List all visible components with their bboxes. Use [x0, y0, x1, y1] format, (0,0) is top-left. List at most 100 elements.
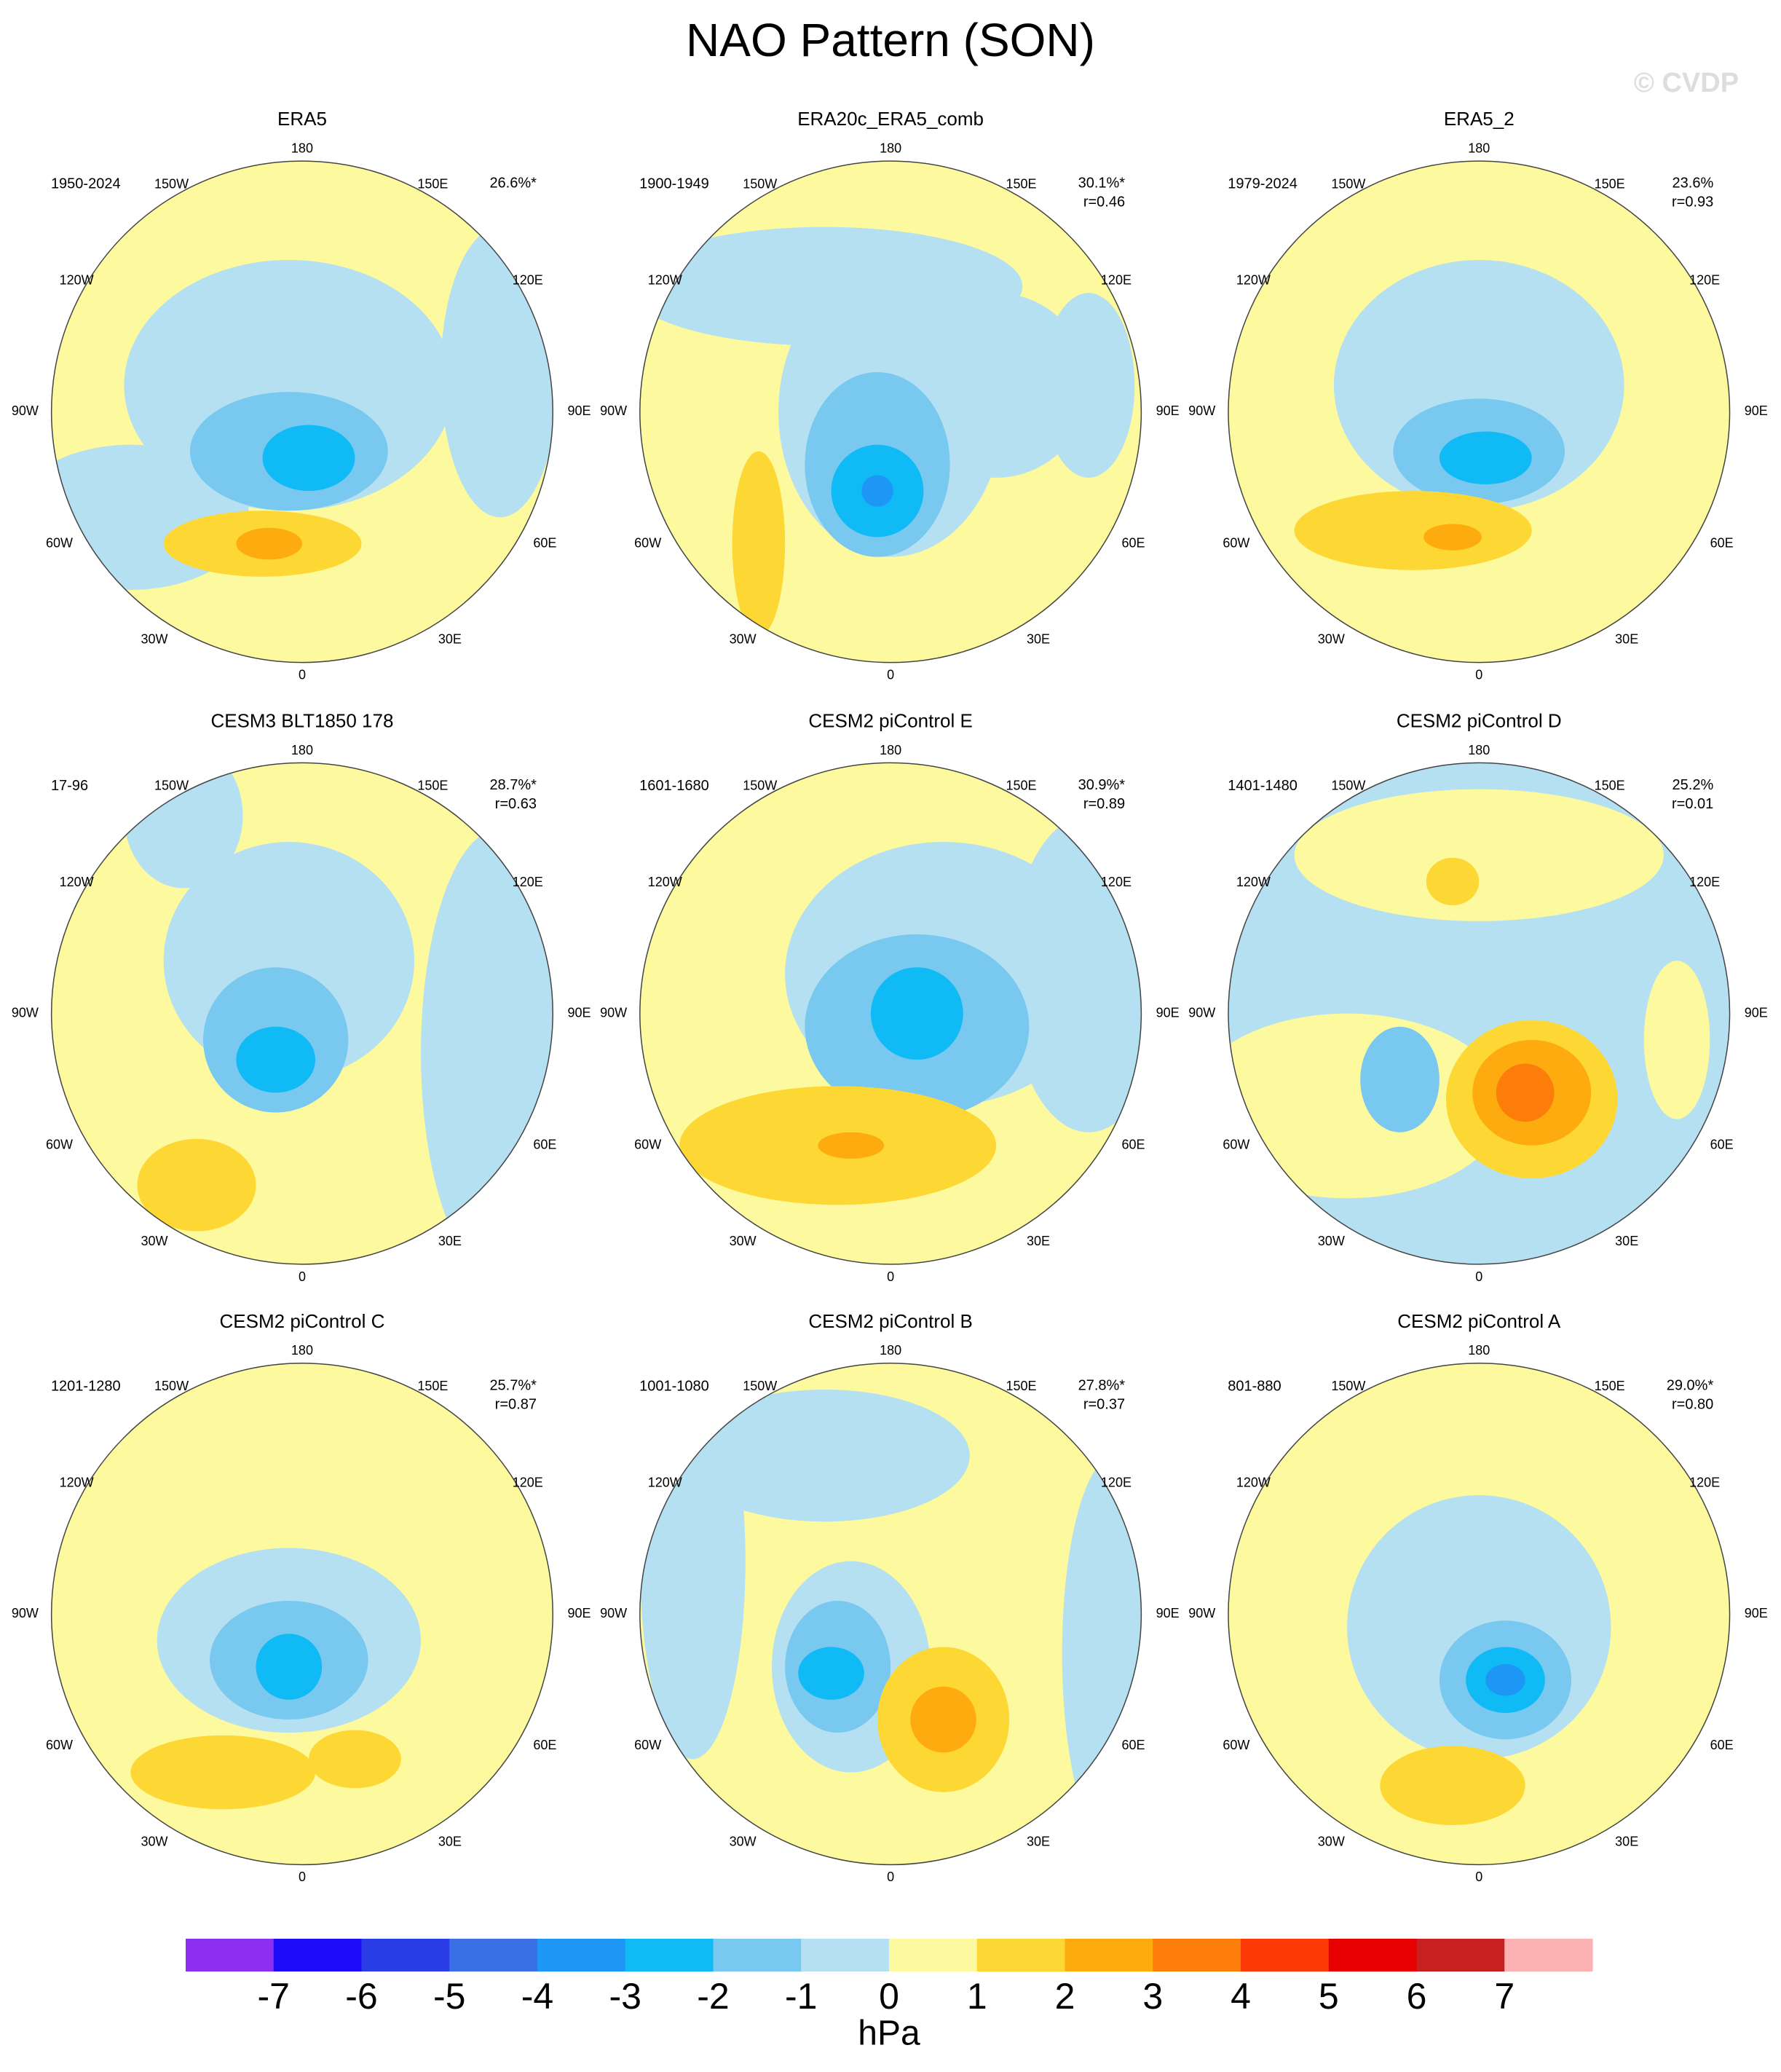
colorbar-tick-label: -7 [258, 1976, 290, 2017]
field-contour [679, 1390, 970, 1522]
field-contour [1062, 1455, 1142, 1852]
lon-label: 150E [1595, 176, 1625, 191]
panel-correlation: r=0.87 [495, 1396, 537, 1412]
colorbar-tick-label: 0 [879, 1976, 899, 2017]
field-contour [309, 1730, 401, 1789]
lon-label: 30W [730, 632, 757, 647]
colorbar-tick-label: 1 [967, 1976, 987, 2017]
panel-pct-var: 30.1%* [1078, 176, 1126, 192]
colorbar-box [186, 1939, 275, 1971]
field-contour [1496, 1063, 1555, 1122]
lon-label: 90E [1156, 1005, 1180, 1020]
panel-correlation: r=0.01 [1672, 796, 1713, 812]
lon-label: 0 [887, 1269, 894, 1284]
map-field [679, 815, 1142, 1205]
map-outline [639, 160, 1142, 663]
colorbar-label: hPa [858, 2014, 920, 2053]
map-field [1347, 1494, 1611, 1825]
panel-period: 1979-2024 [1228, 176, 1298, 192]
lon-label: 0 [887, 1870, 894, 1884]
field-contour [1439, 431, 1532, 485]
map-panel: CESM2 piControl D 1401-1480 25.2% r=0.01 180… [1188, 709, 1768, 1283]
field-contour [1294, 789, 1664, 921]
panel-title: CESM2 piControl B [808, 1310, 972, 1332]
lon-label: 150E [417, 1379, 448, 1393]
lon-label: 120W [60, 273, 94, 288]
field-contour [236, 527, 302, 560]
panel-period: 1001-1080 [639, 1378, 709, 1394]
lon-label: 30W [141, 632, 167, 647]
lon-label: 120E [1689, 875, 1720, 889]
field-contour [1380, 1746, 1525, 1825]
lon-label: 90E [1745, 1606, 1768, 1620]
panel-title: CESM3 BLT1850 178 [210, 709, 393, 731]
panel-period: 1601-1680 [639, 778, 709, 794]
panel-pct-var: 30.9%* [1078, 777, 1126, 793]
figure-title: NAO Pattern (SON) [686, 14, 1095, 66]
lon-label: 120W [60, 875, 94, 889]
panel-correlation: r=0.89 [1083, 796, 1125, 812]
lon-label: 0 [299, 667, 306, 682]
map-outline [639, 762, 1142, 1265]
colorbar-box [1328, 1939, 1417, 1971]
lon-label: 120W [1236, 875, 1271, 889]
panel-period: 1401-1480 [1228, 778, 1298, 794]
lon-label: 90W [600, 403, 627, 418]
map-outline [1228, 160, 1731, 663]
panel-correlation: r=0.63 [495, 796, 537, 812]
panel-period: 17-96 [51, 778, 88, 794]
panel-title: CESM2 piControl C [220, 1310, 385, 1332]
lon-label: 60E [533, 1738, 556, 1752]
panel-pct-var: 25.2% [1673, 777, 1714, 793]
lon-label: 90E [567, 1005, 591, 1020]
panel-title: ERA5 [277, 108, 327, 130]
lon-label: 60E [533, 535, 556, 550]
colorbar-tick-label: -5 [433, 1976, 465, 2017]
colorbar-box [1065, 1939, 1153, 1971]
lon-label: 60E [1710, 535, 1734, 550]
lon-label: 30W [141, 1834, 167, 1848]
lon-label: 30E [1027, 1834, 1050, 1848]
lon-label: 30E [438, 1834, 462, 1848]
lon-label: 30E [1615, 632, 1638, 647]
lon-label: 150E [417, 779, 448, 793]
field-contour [1360, 1026, 1440, 1132]
lon-label: 60E [1710, 1138, 1734, 1152]
lon-label: 90W [12, 1606, 39, 1620]
field-contour [262, 425, 355, 492]
field-contour [434, 1429, 553, 1693]
lon-label: 60E [533, 1138, 556, 1152]
lon-label: 120E [1689, 1475, 1720, 1489]
panel-title: CESM2 piControl D [1397, 709, 1562, 731]
lon-label: 30E [438, 1234, 462, 1248]
field-contour [798, 1647, 864, 1700]
panel-period: 801-880 [1228, 1378, 1281, 1394]
lon-label: 120E [1689, 273, 1720, 288]
watermark: © CVDP [1634, 68, 1739, 98]
lon-label: 90E [567, 1606, 591, 1620]
lon-label: 120W [60, 1475, 94, 1489]
colorbar-tick-label: 4 [1231, 1976, 1251, 2017]
lon-label: 150E [1006, 176, 1036, 191]
lon-label: 60W [46, 1738, 73, 1752]
lon-label: 150W [154, 176, 189, 191]
colorbar-box [713, 1939, 802, 1971]
lon-label: 180 [1468, 1343, 1490, 1358]
lon-label: 180 [291, 1343, 313, 1358]
lon-label: 60E [1121, 535, 1145, 550]
lon-label: 150W [743, 176, 777, 191]
map-field [130, 1429, 553, 1810]
lon-label: 90W [1188, 1005, 1215, 1020]
panel-pct-var: 25.7%* [489, 1377, 537, 1393]
field-contour [130, 1735, 316, 1810]
lon-label: 60E [1710, 1738, 1734, 1752]
colorbar-tick-label: -4 [521, 1976, 553, 2017]
lon-label: 150W [743, 1379, 777, 1393]
lon-label: 60W [634, 535, 661, 550]
lon-label: 120W [648, 1475, 682, 1489]
map-outline [639, 1363, 1142, 1866]
map-outline [1228, 1363, 1731, 1866]
map-panel: CESM2 piControl C 1201-1280 25.7%* r=0.87 18… [12, 1310, 591, 1884]
panel-pct-var: 27.8%* [1078, 1377, 1126, 1393]
